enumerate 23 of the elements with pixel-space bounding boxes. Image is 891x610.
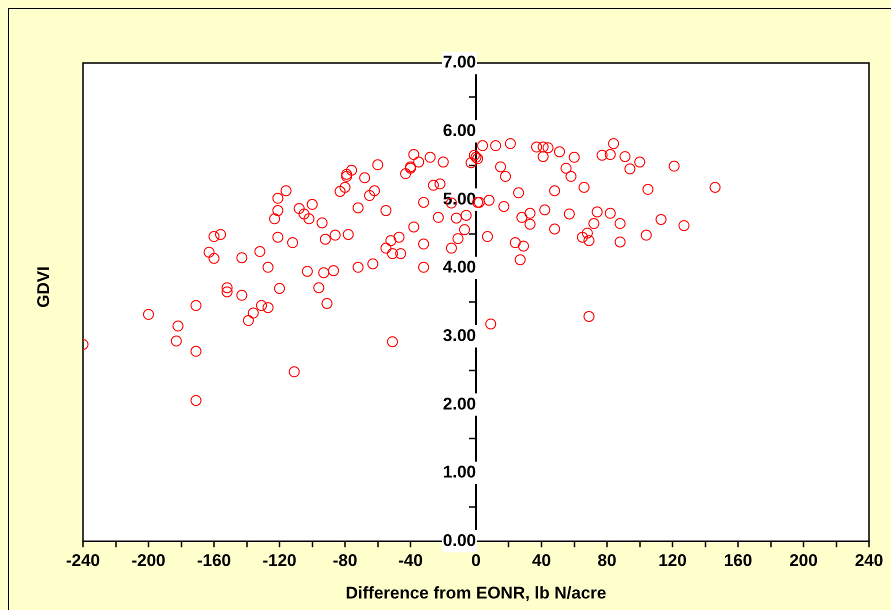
y-tick-label: 2.00 [442, 394, 476, 414]
x-tick-label: 0 [471, 551, 481, 570]
y-tick-label: 1.00 [442, 462, 476, 482]
x-tick-label: 80 [598, 551, 616, 570]
y-tick-label: 5.00 [442, 189, 476, 208]
x-tick-label: -80 [332, 551, 358, 570]
y-axis-title: GDVI [34, 266, 54, 308]
x-tick-label: -200 [131, 551, 166, 570]
y-tick-label: 0.00 [442, 530, 476, 550]
y-tick-label: 7.00 [442, 52, 476, 72]
x-tick-label: -240 [66, 551, 100, 570]
y-tick-label: 6.00 [442, 121, 476, 140]
x-axis-title: Difference from EONR, lb N/acre [346, 583, 606, 602]
x-tick-label: 160 [724, 551, 752, 570]
x-tick-label: 40 [532, 551, 551, 570]
x-tick-label: -120 [262, 551, 297, 570]
x-tick-label: 200 [789, 551, 818, 570]
x-tick-label: -40 [398, 551, 423, 570]
y-tick-label: 4.00 [442, 258, 476, 277]
x-tick-label: -160 [196, 551, 232, 570]
y-tick-label: 3.00 [442, 326, 476, 345]
x-tick-label: 120 [658, 551, 687, 570]
x-tick-label: 240 [854, 551, 884, 570]
